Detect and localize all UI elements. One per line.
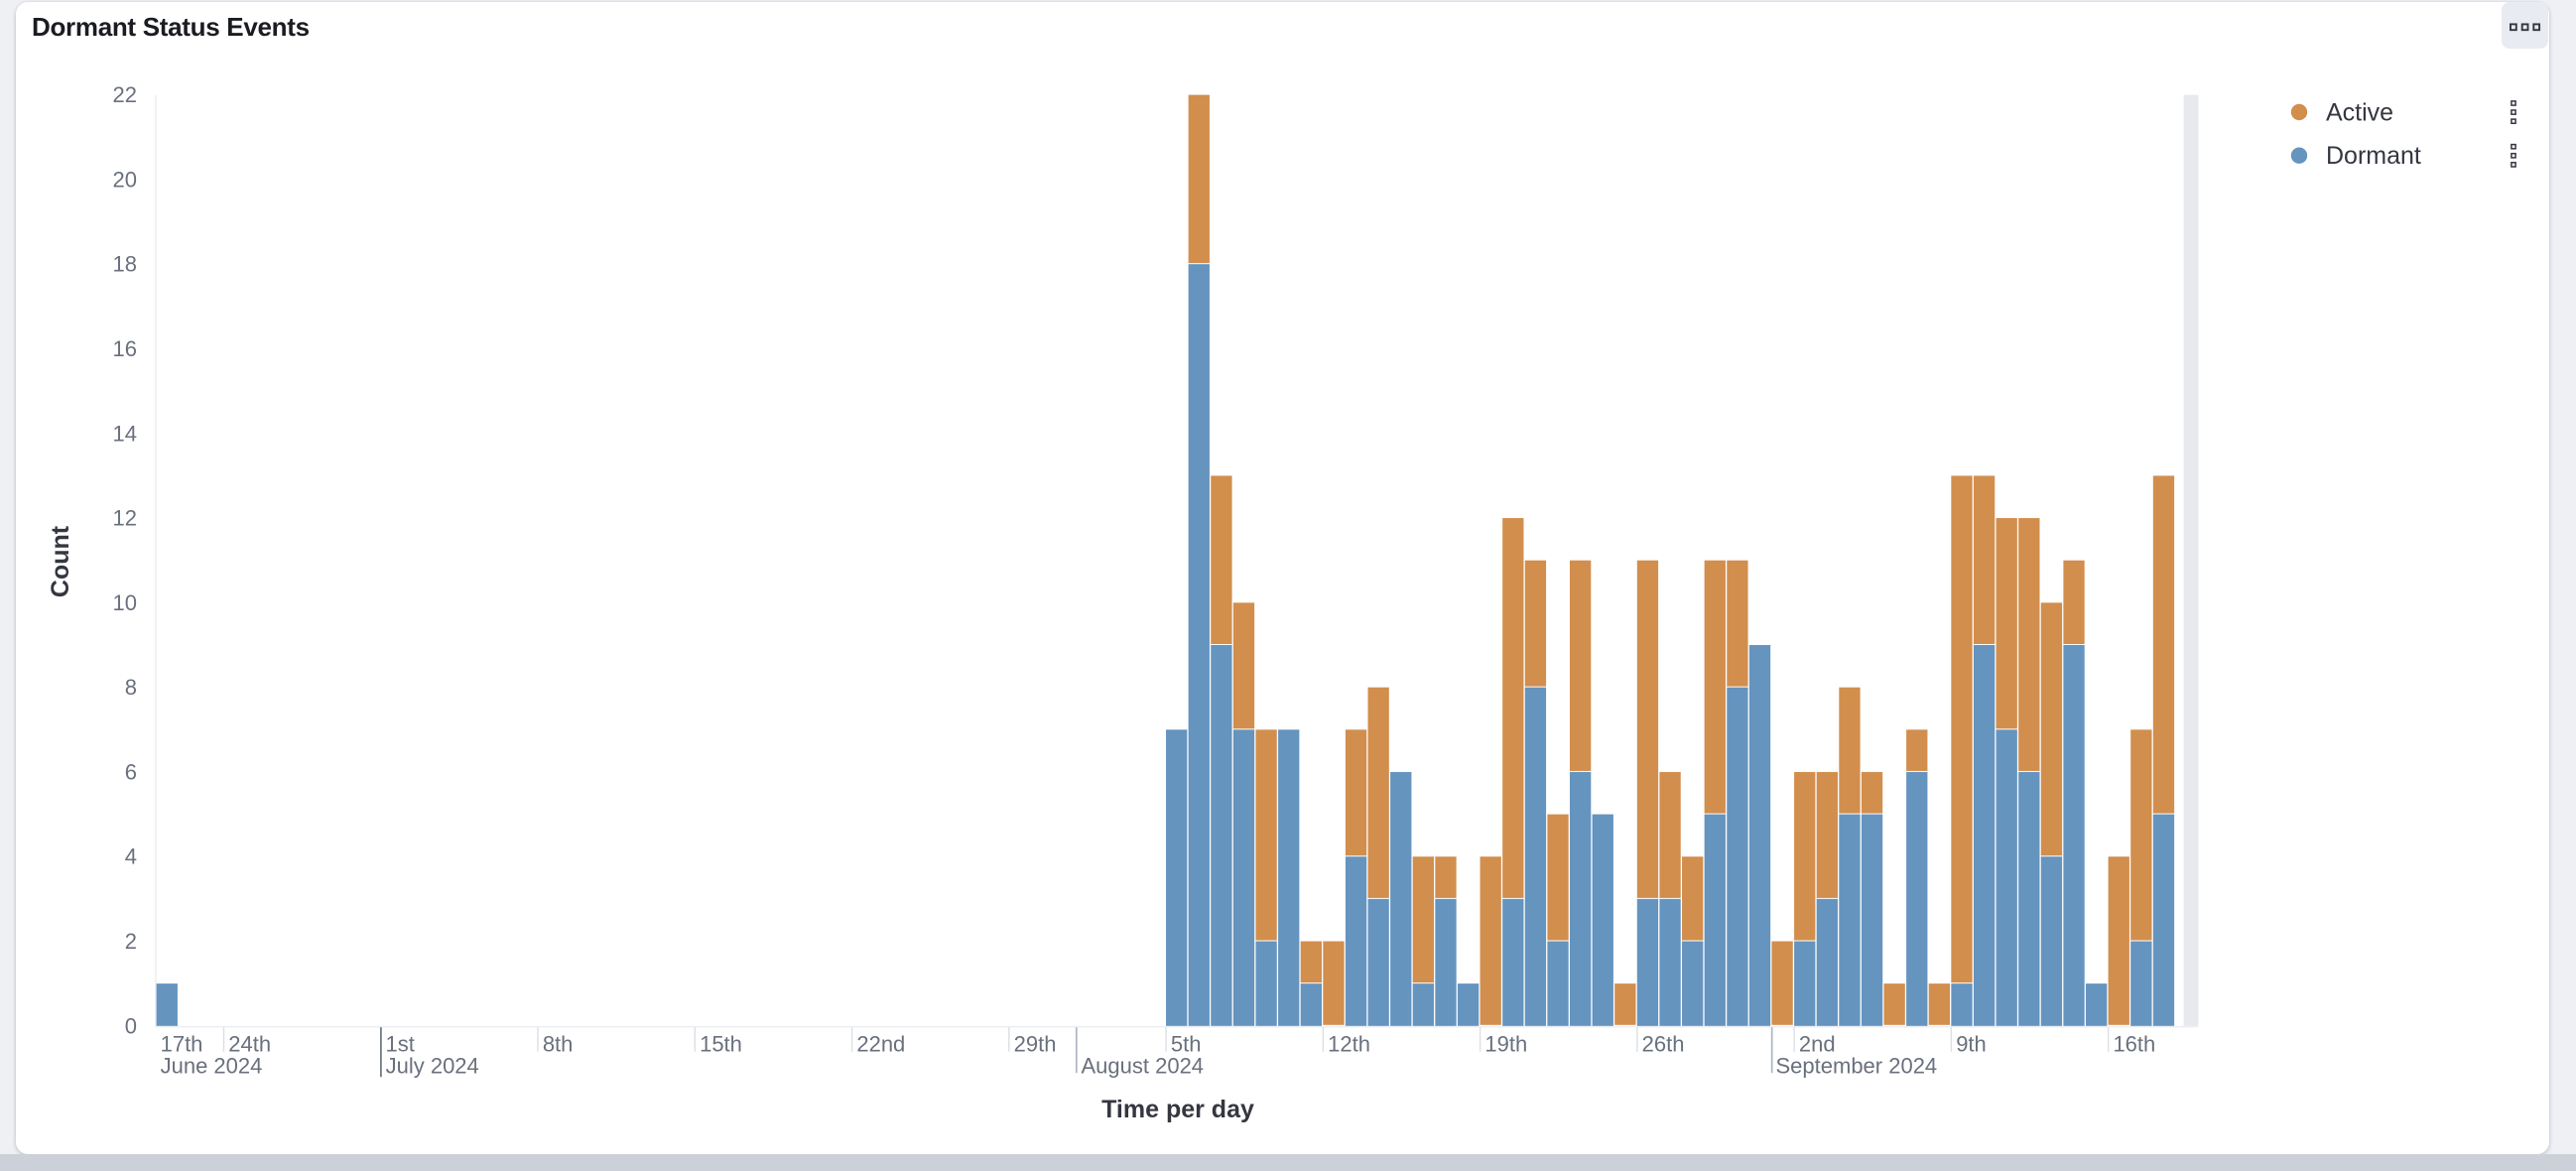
svg-text:Dormant Status Events: Dormant Status Events <box>32 12 310 42</box>
svg-text:20: 20 <box>113 167 137 192</box>
svg-text:4: 4 <box>125 845 137 869</box>
svg-text:Active: Active <box>2326 99 2393 127</box>
svg-text:18: 18 <box>113 252 137 277</box>
svg-text:Time per day: Time per day <box>1101 1096 1254 1123</box>
svg-text:29th: 29th <box>1014 1032 1057 1057</box>
svg-text:9th: 9th <box>1956 1032 1987 1057</box>
svg-text:12: 12 <box>113 506 137 531</box>
svg-text:5th: 5th <box>1171 1032 1202 1057</box>
svg-text:July 2024: July 2024 <box>386 1054 479 1079</box>
svg-text:8: 8 <box>125 675 137 700</box>
svg-text:24th: 24th <box>228 1032 271 1057</box>
svg-text:6: 6 <box>125 759 137 784</box>
svg-text:12th: 12th <box>1328 1032 1370 1057</box>
svg-text:0: 0 <box>125 1013 137 1038</box>
svg-text:10: 10 <box>113 590 137 615</box>
svg-text:19th: 19th <box>1484 1032 1527 1057</box>
svg-text:2: 2 <box>125 929 137 954</box>
svg-text:22: 22 <box>113 82 137 107</box>
svg-text:16: 16 <box>113 336 137 361</box>
svg-text:1st: 1st <box>386 1032 415 1057</box>
svg-text:Dormant: Dormant <box>2326 142 2421 170</box>
svg-text:June 2024: June 2024 <box>161 1054 263 1079</box>
svg-text:26th: 26th <box>1642 1032 1685 1057</box>
svg-text:22nd: 22nd <box>856 1032 905 1057</box>
svg-text:September 2024: September 2024 <box>1776 1054 1938 1079</box>
svg-text:16th: 16th <box>2113 1032 2155 1057</box>
svg-text:Count: Count <box>47 525 74 597</box>
svg-text:15th: 15th <box>700 1032 742 1057</box>
svg-text:14: 14 <box>113 421 137 446</box>
svg-text:17th: 17th <box>161 1032 203 1057</box>
svg-text:2nd: 2nd <box>1799 1032 1836 1057</box>
svg-text:August 2024: August 2024 <box>1082 1054 1205 1079</box>
svg-text:8th: 8th <box>543 1032 574 1057</box>
